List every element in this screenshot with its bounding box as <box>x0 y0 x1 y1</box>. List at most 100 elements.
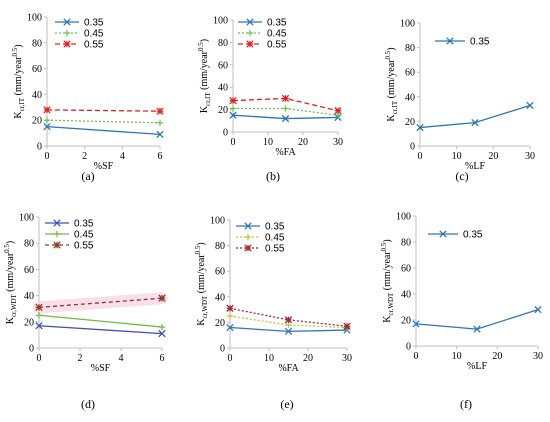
data-point-b <box>526 101 534 110</box>
legend-label: 0.55 <box>84 40 104 51</box>
legend-label: 0.45 <box>267 29 287 40</box>
y-tick-label: 60 <box>215 267 225 278</box>
legend-label: 0.45 <box>84 29 104 40</box>
y-tick-label: 40 <box>405 92 415 103</box>
y-tick-label: 80 <box>215 241 225 252</box>
y-label-subscript: cr,WDT <box>387 292 395 316</box>
y-tick-label: 0 <box>29 344 34 355</box>
x-tick-label: 6 <box>158 151 163 162</box>
x-tick-label: 10 <box>452 151 462 162</box>
legend-label: 0.35 <box>84 18 104 29</box>
legend-label: 0.55 <box>265 244 285 255</box>
y-tick-label: 100 <box>27 13 42 24</box>
series-line-0.35 <box>419 104 531 129</box>
y-tick-label: 80 <box>405 43 415 54</box>
y-label-unit: (mm/year <box>13 56 24 98</box>
x-tick-label: 30 <box>533 351 543 362</box>
x-tick-label: 20 <box>303 353 313 364</box>
legend-marker-b <box>53 219 61 227</box>
y-tick-label: 60 <box>405 68 415 79</box>
x-tick-label: 4 <box>120 151 125 162</box>
x-axis-label: %FA <box>275 147 296 158</box>
panel-caption: (a) <box>81 169 94 183</box>
y-axis-label: Kcr,WDT (mm/year0.5) <box>194 242 209 326</box>
x-tick-label: 2 <box>78 353 83 364</box>
x-tick-label: 4 <box>119 353 124 364</box>
y-label-exponent: 0.5 <box>3 244 11 253</box>
series-line-0.35 <box>415 308 539 330</box>
y-tick-label: 100 <box>396 212 411 223</box>
y-label-main: K <box>199 105 210 113</box>
y-axis-label: Kcr,IT (mm/year0.5) <box>384 47 399 121</box>
y-label-subscript: cr,IT <box>391 100 399 114</box>
x-tick-label: 10 <box>264 353 274 364</box>
data-point-b <box>158 329 166 338</box>
y-tick-label: 40 <box>24 291 34 302</box>
y-axis-label: Kcr,IT (mm/year0.5) <box>11 44 26 118</box>
y-tick-label: 20 <box>401 316 411 327</box>
series-highlight-band <box>33 292 168 314</box>
y-label-exponent: 0.5 <box>197 42 205 51</box>
y-label-unit: (mm/year <box>5 252 16 294</box>
data-point-b <box>43 122 51 131</box>
y-tick-label: 80 <box>401 238 411 249</box>
y-label-exponent: 0.5 <box>384 50 392 59</box>
x-axis-label: %LF <box>465 161 485 172</box>
y-axis-label: Kcr,WDT (mm/year0.5) <box>3 241 18 325</box>
panel-caption: (b) <box>266 169 280 183</box>
series-line-0.35 <box>38 325 163 335</box>
panel-caption: (d) <box>81 397 95 411</box>
x-tick-label: 0 <box>231 137 236 148</box>
y-label-close: ) <box>199 39 210 42</box>
y-tick-label: 40 <box>215 292 225 303</box>
y-tick-label: 20 <box>24 317 34 328</box>
legend-label: 0.45 <box>265 233 285 244</box>
x-tick-label: 0 <box>45 151 50 162</box>
y-tick-label: 60 <box>24 265 34 276</box>
x-tick-label: 0 <box>228 353 233 364</box>
data-point-b <box>284 327 293 336</box>
legend-marker-b <box>439 230 447 238</box>
y-tick-label: 20 <box>215 318 225 329</box>
y-tick-label: 80 <box>24 239 34 250</box>
data-point-b <box>473 325 481 333</box>
y-tick-label: 0 <box>37 142 42 153</box>
y-label-unit: (mm/year <box>199 50 210 92</box>
legend-label: 0.35 <box>470 37 490 48</box>
y-label-close: ) <box>5 241 16 244</box>
y-tick-label: 20 <box>32 116 42 127</box>
series-line-0.35 <box>46 126 161 136</box>
x-tick-label: 30 <box>525 151 535 162</box>
y-label-close: ) <box>386 47 397 50</box>
y-tick-label: 60 <box>32 64 42 75</box>
legend-marker-b <box>63 18 71 26</box>
data-point-b <box>471 118 479 127</box>
legend-label: 0.55 <box>74 241 94 252</box>
y-axis-label: Kcr,WDT (mm/year0.5) <box>380 239 395 323</box>
y-tick-label: 60 <box>218 60 228 71</box>
y-axis-label: Kcr,IT (mm/year0.5) <box>197 39 212 113</box>
data-point-b <box>412 320 420 328</box>
y-label-exponent: 0.5 <box>194 245 202 254</box>
data-point-b <box>281 114 290 123</box>
x-tick-label: 0 <box>414 351 419 362</box>
y-tick-label: 40 <box>218 83 228 94</box>
y-tick-label: 80 <box>32 38 42 49</box>
y-label-unit: (mm/year <box>382 251 393 293</box>
y-label-close: ) <box>13 44 24 47</box>
legend-label: 0.35 <box>265 222 285 233</box>
y-tick-label: 100 <box>400 19 415 30</box>
y-tick-label: 40 <box>401 290 411 301</box>
x-tick-label: 30 <box>333 137 343 148</box>
x-tick-label: 10 <box>263 137 273 148</box>
y-tick-label: 20 <box>405 117 415 128</box>
y-label-exponent: 0.5 <box>11 47 19 56</box>
data-point-b <box>35 322 43 330</box>
x-axis-label: %FA <box>278 363 299 374</box>
panel-caption: (c) <box>455 169 468 183</box>
y-label-main: K <box>382 315 393 323</box>
legend-label: 0.35 <box>463 230 483 241</box>
